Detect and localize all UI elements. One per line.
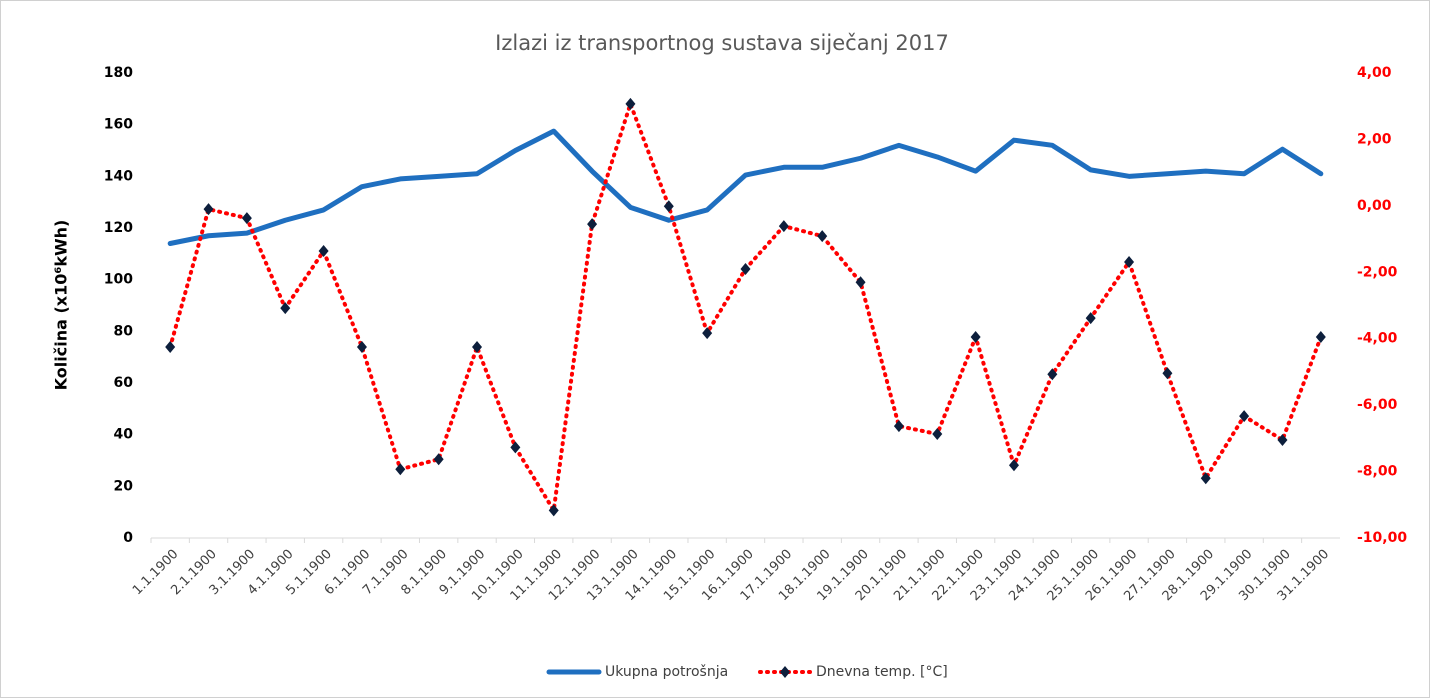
series-marker: [395, 463, 406, 476]
series-marker: [356, 341, 367, 354]
series-marker: [932, 428, 943, 441]
series-marker: [855, 276, 866, 289]
series-marker: [1008, 459, 1019, 472]
series-marker: [1315, 331, 1326, 344]
y2-tick-label: -10,00: [1357, 530, 1407, 546]
y-tick-label: 20: [114, 478, 134, 494]
legend-label: Dnevna temp. [°C]: [816, 664, 948, 680]
series-marker: [970, 331, 981, 344]
series-marker: [1239, 410, 1250, 423]
series-marker: [1085, 312, 1096, 325]
y-tick-label: 160: [104, 117, 133, 133]
series-marker: [203, 203, 214, 216]
series-marker: [1200, 472, 1211, 485]
series-marker: [472, 341, 483, 354]
series-marker: [893, 420, 904, 433]
series-marker: [165, 341, 176, 354]
chart-title: Izlazi iz transportnog sustava siječanj …: [495, 31, 949, 55]
y-tick-label: 80: [114, 323, 134, 339]
y-tick-label: 60: [114, 375, 134, 391]
series-marker: [1124, 255, 1135, 268]
y-tick-label: 40: [114, 427, 134, 443]
series-marker: [548, 504, 559, 517]
series-marker: [625, 97, 636, 110]
series-marker: [241, 212, 252, 225]
y2-tick-label: 2,00: [1357, 131, 1392, 147]
legend-label: Ukupna potrošnja: [605, 664, 728, 680]
series-marker: [778, 220, 789, 233]
series-marker: [1162, 367, 1173, 380]
series-marker: [510, 441, 521, 454]
series-marker: [318, 245, 329, 258]
y2-tick-label: -4,00: [1357, 331, 1398, 347]
series-marker: [817, 230, 828, 243]
series-marker: [280, 302, 291, 315]
y-tick-label: 140: [104, 168, 133, 184]
series-marker: [663, 200, 674, 213]
y2-tick-label: -6,00: [1357, 397, 1398, 413]
y2-tick-label: 4,00: [1357, 65, 1392, 81]
series-marker: [433, 453, 444, 466]
y-axis-title: Količina (x10⁶kWh): [52, 220, 71, 391]
y-tick-label: 0: [123, 530, 133, 546]
series-line: [167, 128, 1324, 246]
series-marker: [1047, 368, 1058, 381]
series-marker: [740, 262, 751, 275]
y-tick-label: 120: [104, 220, 133, 236]
series-marker: [1277, 434, 1288, 447]
legend-marker: [780, 666, 790, 678]
y2-tick-label: -8,00: [1357, 464, 1398, 480]
series-marker: [587, 218, 598, 231]
series-marker: [702, 327, 713, 340]
y-tick-label: 100: [104, 272, 133, 288]
y2-tick-label: 0,00: [1357, 198, 1392, 214]
y-tick-label: 180: [104, 65, 133, 81]
y2-tick-label: -2,00: [1357, 264, 1398, 280]
